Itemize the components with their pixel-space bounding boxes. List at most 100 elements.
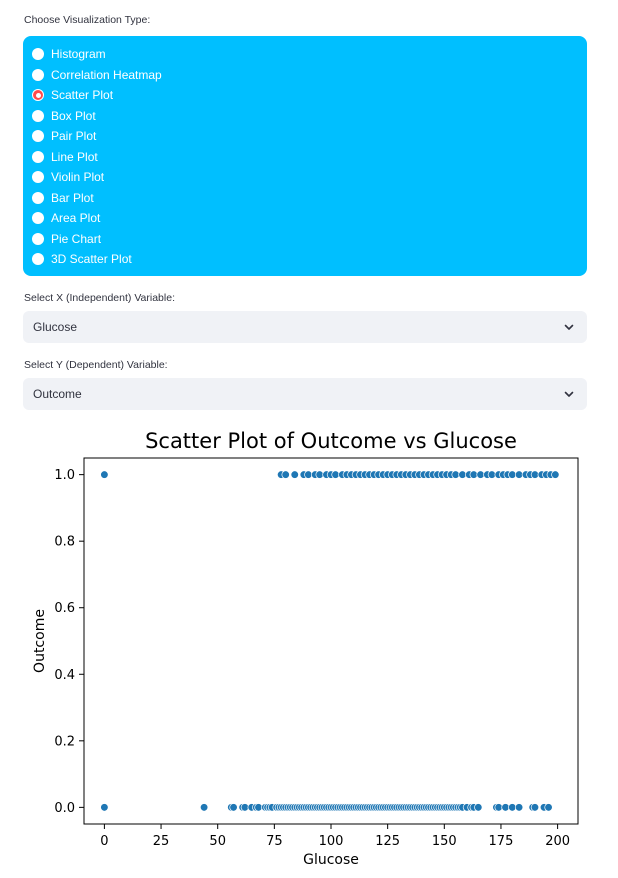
scatter-point — [369, 803, 379, 812]
scatter-point — [358, 803, 367, 812]
scatter-point — [369, 470, 379, 479]
scatter-point — [469, 470, 478, 479]
scatter-point — [428, 470, 438, 479]
scatter-point — [526, 470, 535, 479]
scatter-point — [422, 803, 431, 812]
scatter-point — [310, 470, 320, 479]
scatter-point — [252, 803, 261, 812]
scatter-point — [390, 803, 399, 812]
radio-unselected-icon — [32, 171, 44, 183]
scatter-point — [542, 470, 551, 479]
radio-option-line-plot[interactable]: Line Plot — [32, 148, 98, 166]
scatter-point — [347, 803, 356, 812]
y-variable-select[interactable]: Outcome — [23, 378, 587, 410]
radio-option-label: Bar Plot — [51, 190, 94, 205]
radio-option-3d-scatter-plot[interactable]: 3D Scatter Plot — [32, 250, 132, 268]
scatter-point — [261, 803, 270, 812]
scatter-point — [499, 470, 508, 479]
radio-option-pie-chart[interactable]: Pie Chart — [32, 230, 101, 248]
radio-option-histogram[interactable]: Histogram — [32, 45, 106, 63]
radio-option-area-plot[interactable]: Area Plot — [32, 209, 100, 227]
radio-unselected-icon — [32, 68, 44, 81]
scatter-point — [240, 803, 250, 812]
scatter-point — [229, 803, 238, 812]
scatter-point — [338, 803, 347, 812]
x-tick-label: 100 — [319, 834, 344, 849]
scatter-point — [474, 803, 483, 812]
scatter-point — [338, 470, 347, 479]
scatter-point — [281, 470, 290, 479]
scatter-point — [426, 803, 435, 812]
scatter-point — [310, 803, 320, 812]
scatter-point — [467, 803, 476, 812]
scatter-point — [406, 470, 415, 479]
scatter-point — [281, 803, 290, 812]
x-tick-label: 175 — [489, 834, 514, 849]
scatter-point — [299, 470, 308, 479]
scatter-point — [410, 803, 419, 812]
scatter-point — [424, 803, 433, 812]
scatter-point — [417, 803, 426, 812]
scatter-point — [326, 470, 336, 479]
scatter-point — [254, 803, 263, 812]
radio-option-box-plot[interactable]: Box Plot — [32, 107, 96, 125]
scatter-point — [442, 470, 451, 479]
scatter-point — [458, 803, 467, 812]
scatter-point — [397, 803, 406, 812]
y-tick-label: 0.0 — [54, 801, 75, 816]
scatter-point — [465, 470, 474, 479]
scatter-point — [503, 470, 512, 479]
radio-option-label: 3D Scatter Plot — [51, 252, 132, 266]
radio-option-label: Area Plot — [51, 211, 101, 225]
radio-option-violin-plot[interactable]: Violin Plot — [32, 168, 104, 186]
scatter-point — [424, 470, 433, 479]
viz-type-label: Choose Visualization Type: — [24, 14, 151, 26]
scatter-point — [419, 803, 429, 812]
scatter-point — [354, 803, 363, 812]
scatter-point — [335, 803, 345, 812]
scatter-point — [412, 803, 422, 812]
radio-option-label: Box Plot — [51, 108, 96, 123]
scatter-point — [365, 470, 374, 479]
scatter-point — [451, 470, 460, 479]
x-variable-label: Select X (Independent) Variable: — [24, 292, 175, 304]
scatter-point — [265, 803, 274, 812]
scatter-point — [331, 470, 340, 479]
radio-option-pair-plot[interactable]: Pair Plot — [32, 127, 96, 145]
x-variable-select[interactable]: Glucose — [23, 311, 587, 343]
radio-option-bar-plot[interactable]: Bar Plot — [32, 189, 94, 207]
scatter-point — [401, 470, 410, 479]
x-tick-label: 75 — [266, 834, 283, 849]
scatter-point — [376, 803, 386, 812]
scatter-point — [494, 470, 503, 479]
scatter-point — [428, 803, 438, 812]
scatter-point — [544, 803, 553, 812]
scatter-point — [290, 803, 299, 812]
scatter-point — [406, 803, 415, 812]
scatter-point — [292, 803, 302, 812]
radio-unselected-icon — [32, 150, 44, 163]
x-axis-label: Glucose — [303, 852, 359, 868]
radio-option-label: Correlation Heatmap — [51, 67, 162, 82]
scatter-point — [304, 470, 313, 479]
scatter-point — [433, 803, 442, 812]
scatter-point — [304, 803, 313, 812]
scatter-point — [360, 803, 370, 812]
radio-unselected-icon — [32, 48, 44, 60]
scatter-point — [326, 803, 336, 812]
scatter-point — [329, 803, 338, 812]
scatter-point — [324, 803, 333, 812]
scatter-point — [199, 803, 209, 812]
scatter-point — [462, 803, 472, 812]
scatter-point — [365, 803, 374, 812]
radio-option-correlation-heatmap[interactable]: Correlation Heatmap — [32, 66, 162, 84]
radio-unselected-icon — [32, 212, 44, 224]
scatter-point — [494, 803, 503, 812]
scatter-point — [356, 470, 365, 479]
scatter-point — [317, 803, 327, 812]
scatter-point — [449, 803, 458, 812]
scatter-point — [537, 470, 546, 479]
radio-unselected-icon — [32, 191, 44, 204]
scatter-point — [331, 803, 340, 812]
radio-option-scatter-plot[interactable]: Scatter Plot — [32, 86, 113, 104]
